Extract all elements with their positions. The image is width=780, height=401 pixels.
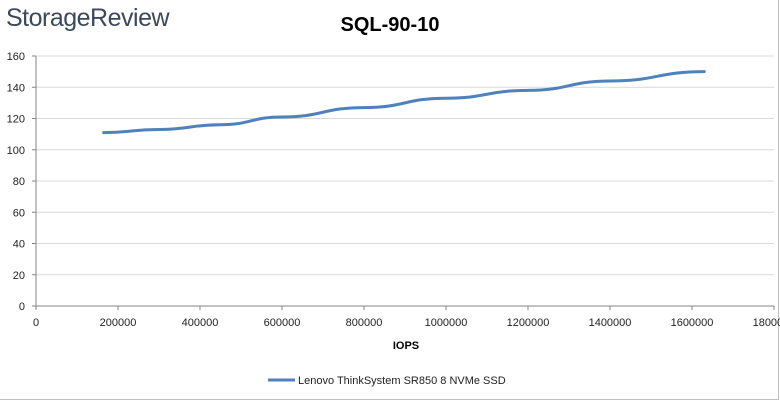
y-tick-label: 100	[7, 145, 25, 157]
x-tick-label: 1200000	[507, 317, 550, 329]
x-tick-label: 1400000	[589, 317, 632, 329]
x-tick-label: 400000	[182, 317, 219, 329]
axes	[32, 55, 775, 310]
y-tick-label: 0	[19, 301, 25, 313]
y-tick-label: 120	[7, 114, 25, 126]
storagereview-logo: StorageReview	[6, 4, 170, 32]
x-tick-label: 800000	[346, 317, 383, 329]
series-line	[102, 70, 706, 135]
x-axis-label: IOPS	[393, 340, 419, 352]
legend-entry: Lenovo ThinkSystem SR850 8 NVMe SSD	[298, 375, 506, 387]
y-tick-label: 80	[13, 176, 25, 188]
y-tick-label: 140	[7, 82, 25, 94]
gridlines	[36, 55, 774, 276]
x-tick-label: 1000000	[425, 317, 468, 329]
y-tick-label: 20	[13, 270, 25, 282]
x-tick-label: 1800000	[753, 317, 780, 329]
chart-title: SQL-90-10	[0, 14, 780, 37]
y-tick-label: 60	[13, 207, 25, 219]
x-axis-ticks: 0 200000 400000 600000 800000 1000000 1200000 1…	[33, 317, 780, 329]
legend: Lenovo ThinkSystem SR850 8 NVMe SSD	[268, 375, 506, 387]
y-axis-ticks: 0 20 40 60 80 100 120 140 160	[7, 51, 25, 313]
chart-title-text: SQL-90-10	[340, 14, 440, 36]
series-lines	[102, 70, 706, 135]
x-tick-label: 0	[33, 317, 39, 329]
y-tick-label: 160	[7, 51, 25, 63]
x-tick-label: 600000	[264, 317, 301, 329]
x-tick-label: 1600000	[671, 317, 714, 329]
x-tick-label: 200000	[100, 317, 137, 329]
y-tick-label: 40	[13, 239, 25, 251]
